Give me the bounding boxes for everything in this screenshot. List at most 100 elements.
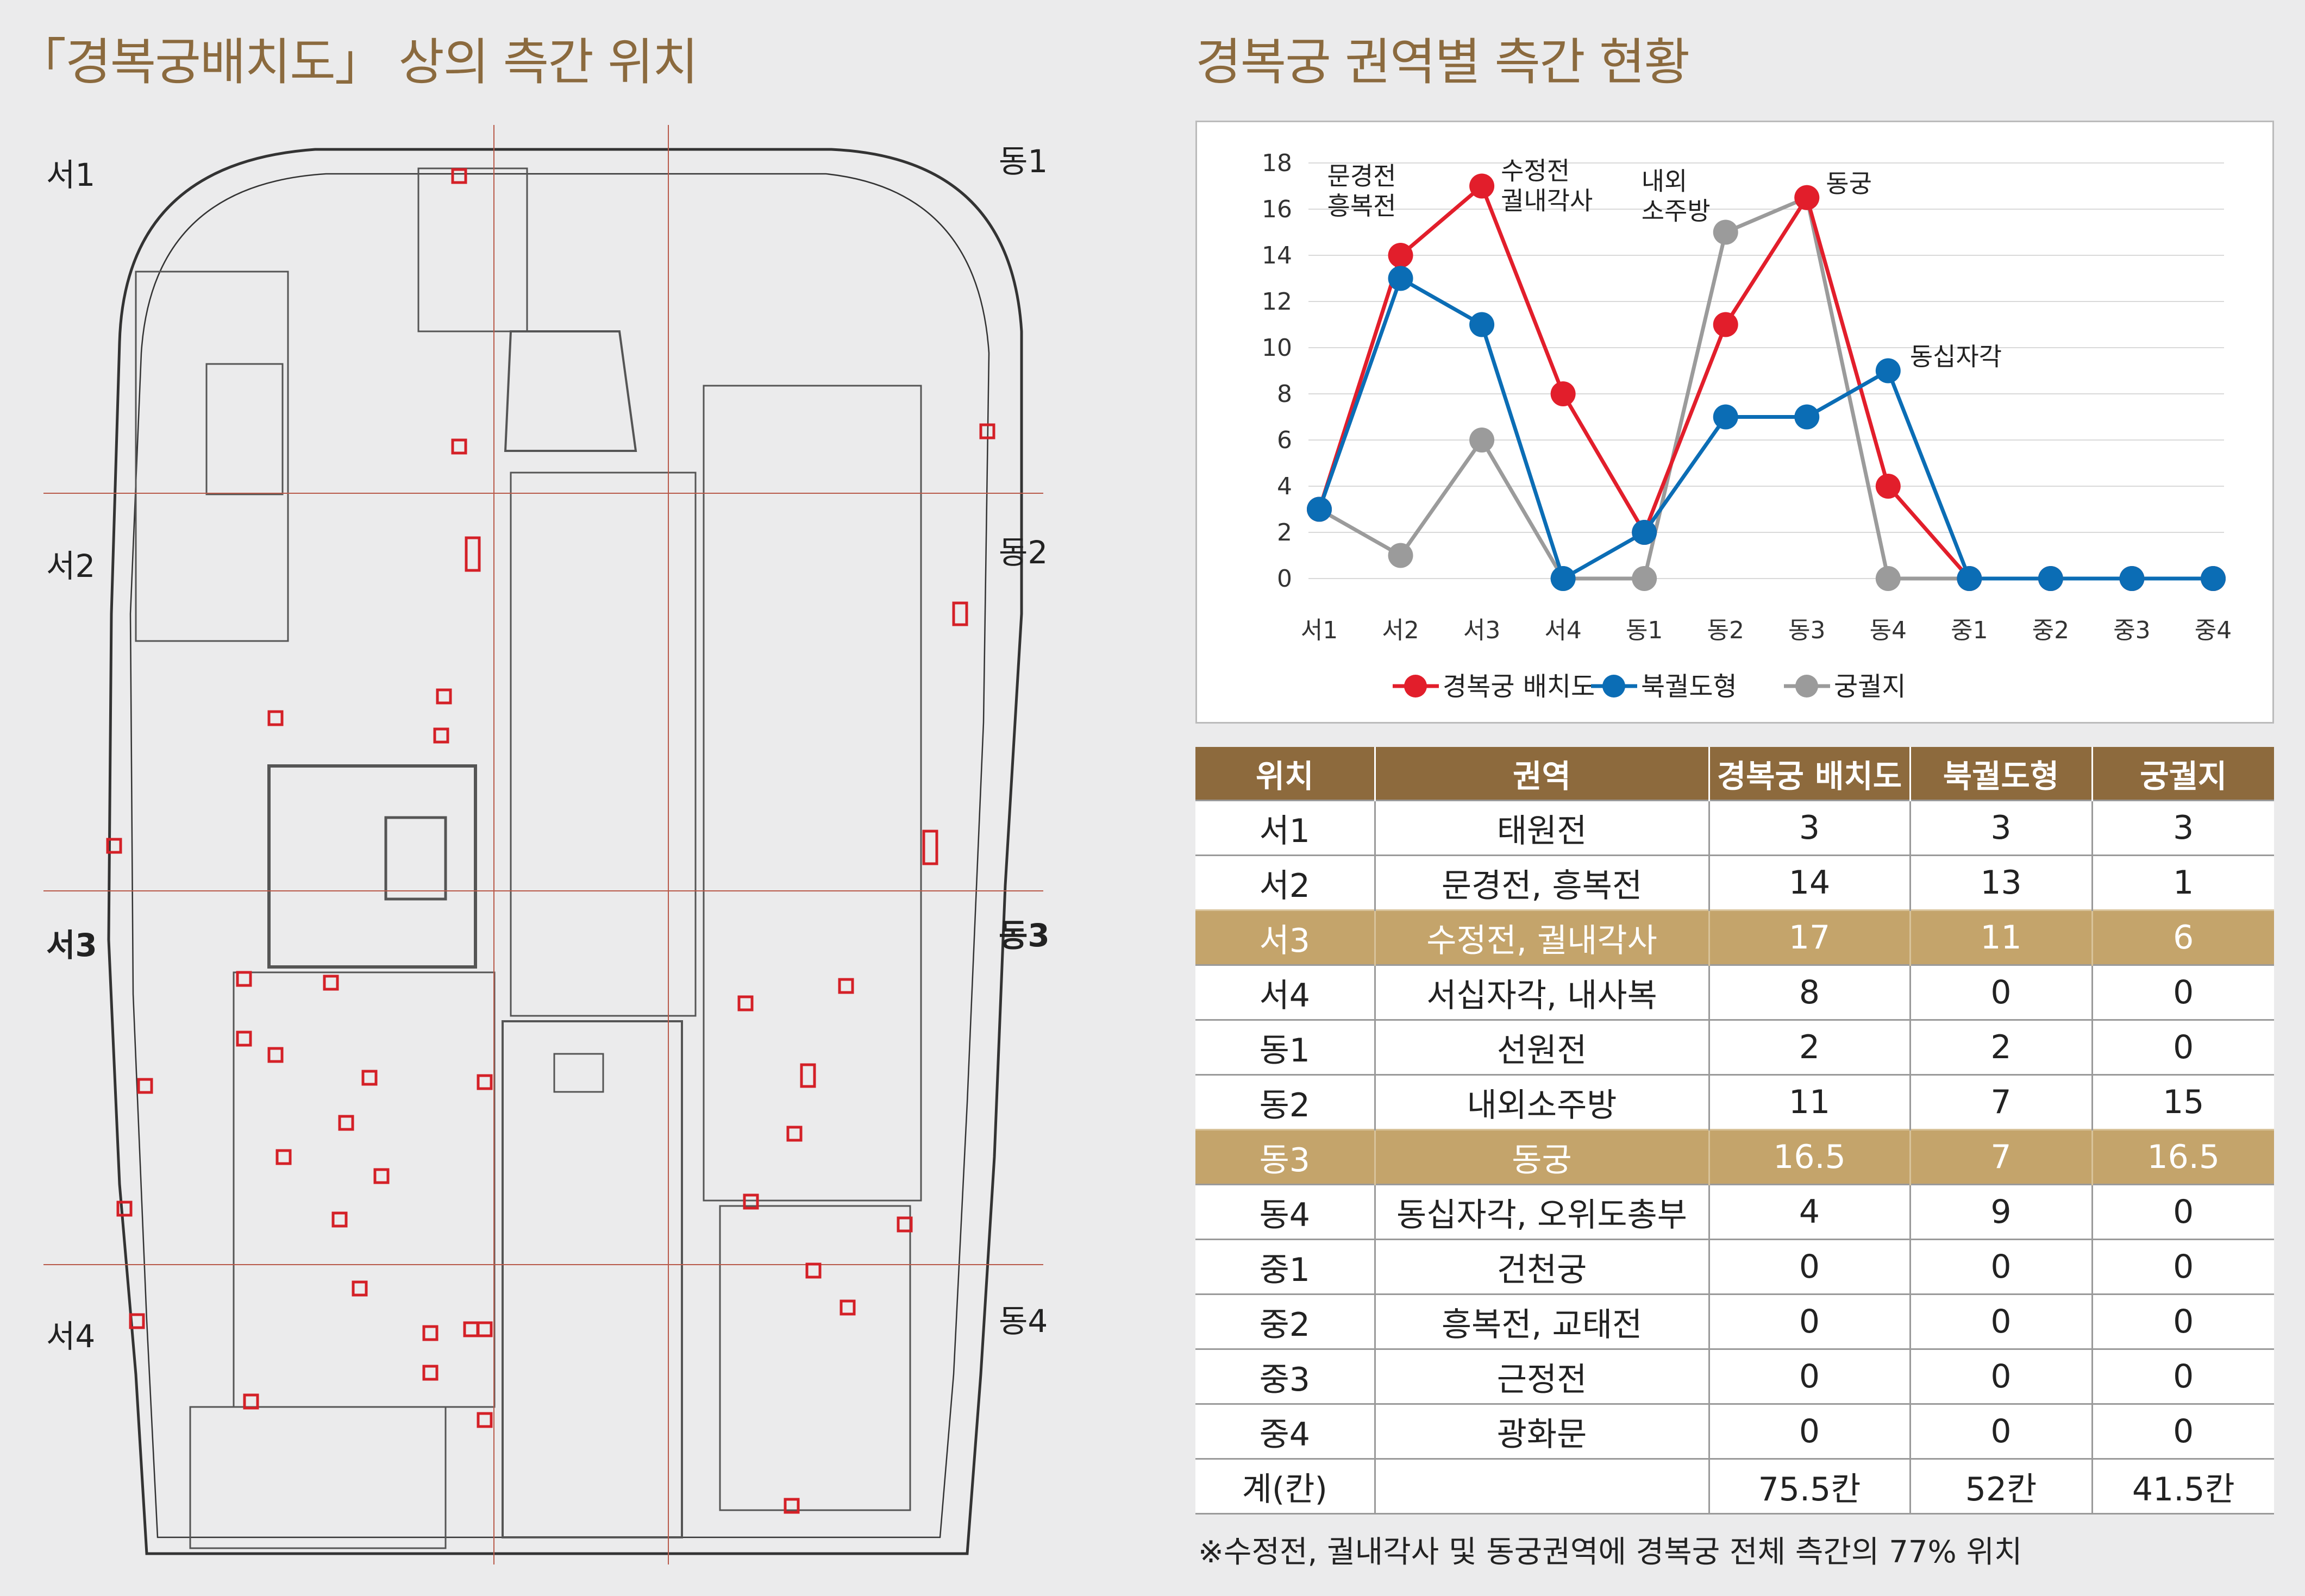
table-total-cell: 52칸 [1909,1458,2092,1515]
east-buildings [703,385,922,1202]
x-tick-label: 동2 [1707,617,1744,644]
x-tick-label: 서1 [1301,617,1338,644]
table-total-cell: 계(칸) [1195,1458,1375,1515]
data-point [1388,266,1413,291]
latrine-marker [922,830,938,865]
series-line [1317,277,2213,581]
x-tick-label: 동4 [1870,617,1907,644]
latrine-marker [737,995,754,1011]
series-line [1317,184,2213,581]
line-chart: 0 2 4 6 8 10 12 14 16 18 서1 서2 서3 서4 동1 동2 동3 동4 중1 중2 중3 중4 문… [1195,121,2274,724]
latrine-marker [463,1321,479,1337]
table-cell: 0 [1909,1348,2092,1404]
table-cell: 0 [1909,1293,2092,1349]
table-header-row: 위치 권역 경복궁 배치도 북궐도형 궁궐지 [1195,747,2274,801]
annotation-label: 수정전 [1501,156,1570,186]
northwest-buildings [135,271,289,642]
latrine-marker [805,1262,822,1279]
southwest-buildings [233,971,496,1408]
table-row: 동3 동궁 16.5 7 16.5 [1195,1129,2274,1185]
table-cell: 건천궁 [1374,1239,1709,1295]
latrine-marker [840,1299,856,1316]
table-cell: 중1 [1195,1239,1375,1295]
latrine-marker [433,727,449,744]
table-cell: 흥복전, 교태전 [1374,1293,1709,1349]
map-label-west2: 서2 [46,548,96,585]
latrine-marker [236,971,252,987]
latrine-markers [106,168,995,1514]
table-cell: 15 [2091,1074,2274,1130]
data-point [2119,566,2145,591]
y-tick-label: 18 [1262,149,1292,177]
legend-label: 북궐도형 [1641,671,1737,702]
data-point [1469,428,1495,453]
table-cell: 3 [1708,800,1910,856]
table-cell: 7 [1909,1074,2092,1130]
latrine-marker [422,1365,439,1381]
latrine-marker [106,838,122,854]
taewonjeon-compound [267,764,477,969]
latrine-marker [361,1070,378,1086]
latrine-marker [477,1412,493,1428]
table-cell: 수정전, 궐내각사 [1374,909,1709,965]
x-tick-label: 서4 [1544,617,1581,644]
table-row: 중1 건천궁 0 0 0 [1195,1239,2274,1295]
table-cell: 17 [1708,909,1910,965]
table-cell: 0 [2091,964,2274,1020]
central-hall [384,816,447,901]
data-point [1794,404,1820,430]
table-total-cell [1374,1458,1709,1515]
palace-inner-wall [129,173,990,1538]
data-point [1307,497,1332,522]
table-cell: 8 [1708,964,1910,1020]
table-cell: 동3 [1195,1129,1375,1185]
data-point [1713,312,1738,337]
table-cell: 0 [2091,1348,2274,1404]
table-cell: 동십자각, 오위도총부 [1374,1184,1709,1240]
table-cell: 14 [1708,854,1910,910]
x-tick-label: 동3 [1788,617,1825,644]
latrine-marker [465,536,481,572]
map-label-west1: 서1 [46,156,96,193]
north-buildings [417,167,528,332]
latrine-marker [784,1498,800,1514]
y-tick-label: 0 [1277,565,1292,593]
legend-marker [1404,675,1427,698]
right-title: 경복궁 권역별 측간 현황 [1195,33,1690,91]
line-chart-svg: 0 2 4 6 8 10 12 14 16 18 서1 서2 서3 서4 동1 동2 동3 동4 중1 중2 중3 중4 문… [1262,149,2232,702]
annotation-label: 내외 [1642,167,1688,196]
data-point [1957,566,1982,591]
table-row: 동2 내외소주방 11 7 15 [1195,1074,2274,1130]
y-tick-label: 12 [1262,288,1292,316]
latrine-marker [952,601,968,626]
legend-marker [1602,675,1625,698]
table-cell: 11 [1708,1074,1910,1130]
table-cell: 0 [1708,1348,1910,1404]
latrine-marker [338,1115,354,1131]
data-table: 위치 권역 경복궁 배치도 북궐도형 궁궐지 서1 태원전 3 3 3 서2 문경전, 흥복… [1195,747,2274,1515]
header-position: 위치 [1195,747,1375,801]
southeast-buildings [719,1205,911,1511]
geunjeongjeon-courtyard [502,1020,683,1538]
legend-marker [1795,675,1818,698]
table-cell: 선원전 [1374,1019,1709,1075]
map-label-east4: 동4 [999,1303,1048,1340]
header-area: 권역 [1374,747,1709,801]
latrine-marker [267,1047,284,1063]
table-row: 서4 서십자각, 내사복 8 0 0 [1195,964,2274,1020]
map-label-west3: 서3 [46,927,97,964]
latrine-marker [451,438,467,455]
table-cell: 근정전 [1374,1348,1709,1404]
data-point [1794,185,1820,210]
latrine-marker [451,168,467,184]
table-row: 중3 근정전 0 0 0 [1195,1348,2274,1404]
map-label-east2: 동2 [999,534,1048,571]
table-cell: 서4 [1195,964,1375,1020]
table-cell: 중2 [1195,1293,1375,1349]
latrine-marker [352,1280,368,1297]
table-cell: 문경전, 흥복전 [1374,854,1709,910]
table-cell: 내외소주방 [1374,1074,1709,1130]
latrine-marker [786,1126,803,1142]
data-point [1875,474,1901,499]
data-point [1550,381,1576,406]
